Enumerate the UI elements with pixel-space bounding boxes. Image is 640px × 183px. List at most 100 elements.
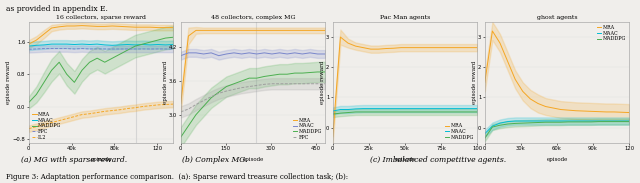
MAAC — [40, 44, 48, 46]
MADDPG — [564, 121, 572, 123]
MRA — [397, 46, 405, 49]
MRA — [602, 111, 610, 113]
MADDPG — [435, 111, 443, 113]
IL2 — [55, 119, 63, 122]
MRA — [352, 45, 360, 47]
MADDPG — [109, 57, 116, 59]
Line: IL2: IL2 — [29, 104, 173, 129]
MRA — [116, 25, 124, 27]
MAAC — [496, 122, 504, 124]
MRA — [458, 46, 466, 49]
Legend: MRA, MAAC, MADDPG, FPC, IL2: MRA, MAAC, MADDPG, FPC, IL2 — [31, 111, 62, 140]
IL2 — [33, 126, 40, 128]
Line: MAAC: MAAC — [485, 121, 629, 134]
IL2 — [169, 103, 177, 105]
MADDPG — [291, 72, 299, 74]
MADDPG — [352, 111, 360, 113]
FPC — [55, 47, 63, 50]
MAAC — [200, 53, 207, 55]
MADDPG — [541, 121, 549, 123]
IL2 — [93, 111, 101, 114]
MAAC — [572, 120, 580, 122]
IL2 — [109, 109, 116, 112]
FPC — [70, 48, 78, 50]
MAAC — [474, 108, 481, 110]
FPC — [200, 100, 207, 102]
MAAC — [397, 108, 405, 110]
Legend: MRA, MAAC, MADDPG: MRA, MAAC, MADDPG — [596, 24, 627, 42]
Text: Figure 3: Adaptation performance comparison.  (a): Sparse reward treasure collec: Figure 3: Adaptation performance compari… — [6, 173, 349, 181]
MAAC — [413, 108, 420, 110]
MRA — [33, 39, 40, 41]
MAAC — [207, 52, 215, 54]
MRA — [344, 42, 352, 44]
FPC — [25, 48, 33, 51]
MAAC — [519, 120, 527, 122]
MAAC — [549, 120, 557, 122]
MRA — [541, 105, 549, 108]
MADDPG — [504, 123, 511, 125]
Line: MRA: MRA — [180, 30, 325, 103]
MAAC — [344, 108, 352, 111]
MRA — [237, 29, 245, 31]
FPC — [245, 85, 253, 88]
MADDPG — [588, 121, 595, 123]
FPC — [48, 47, 56, 50]
X-axis label: episode: episode — [243, 157, 264, 162]
MADDPG — [139, 43, 147, 45]
Text: as provided in appendix E.: as provided in appendix E. — [6, 5, 108, 14]
MAAC — [237, 53, 245, 55]
Y-axis label: episode reward: episode reward — [163, 61, 168, 104]
MAAC — [405, 108, 413, 110]
MADDPG — [466, 111, 474, 113]
Title: Pac Man agents: Pac Man agents — [380, 15, 430, 20]
MADDPG — [329, 113, 337, 115]
MRA — [230, 29, 238, 31]
IL2 — [139, 105, 147, 108]
MAAC — [428, 108, 435, 110]
X-axis label: episode: episode — [394, 157, 415, 162]
Line: MADDPG: MADDPG — [485, 122, 629, 138]
Line: MADDPG: MADDPG — [29, 37, 173, 102]
FPC — [169, 48, 177, 50]
MADDPG — [610, 120, 618, 123]
IL2 — [101, 110, 109, 112]
MADDPG — [321, 71, 329, 73]
MADDPG — [268, 74, 276, 76]
MADDPG — [78, 69, 86, 71]
MAAC — [93, 43, 101, 45]
MRA — [534, 102, 542, 104]
FPC — [321, 83, 329, 85]
Text: (a) MG with sparse reward.: (a) MG with sparse reward. — [20, 156, 127, 164]
MRA — [48, 27, 56, 29]
MAAC — [55, 43, 63, 45]
Legend: MRA, MAAC, MADDPG: MRA, MAAC, MADDPG — [444, 123, 475, 140]
MADDPG — [580, 121, 588, 123]
MAAC — [504, 120, 511, 123]
MRA — [329, 136, 337, 138]
MADDPG — [86, 61, 93, 63]
MADDPG — [481, 137, 489, 139]
MAAC — [488, 125, 496, 127]
FPC — [154, 48, 162, 50]
MRA — [488, 30, 496, 32]
MRA — [588, 110, 595, 112]
MADDPG — [116, 53, 124, 55]
MAAC — [618, 120, 625, 122]
MAAC — [367, 108, 374, 110]
MADDPG — [25, 101, 33, 104]
MAAC — [70, 43, 78, 46]
MRA — [70, 25, 78, 27]
MRA — [474, 46, 481, 49]
MAAC — [527, 120, 534, 122]
MADDPG — [162, 37, 170, 39]
IL2 — [78, 113, 86, 116]
MADDPG — [451, 111, 458, 113]
MRA — [162, 27, 170, 29]
MADDPG — [200, 105, 207, 107]
MADDPG — [511, 122, 519, 124]
MAAC — [511, 120, 519, 122]
MAAC — [268, 53, 276, 55]
Line: MRA: MRA — [485, 31, 629, 113]
MRA — [504, 60, 511, 62]
